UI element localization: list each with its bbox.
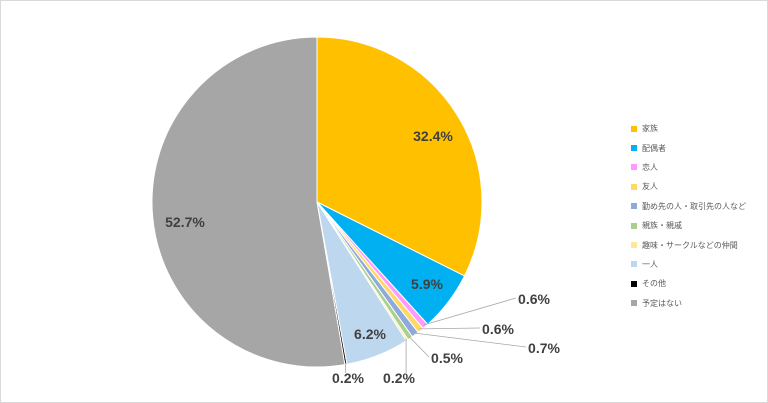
pie-slice: [316, 36, 483, 277]
data-label: 52.7%: [165, 214, 205, 230]
data-label: 0.6%: [482, 321, 514, 337]
legend-swatch: [631, 145, 637, 152]
data-label: 32.4%: [413, 128, 453, 144]
legend-label: 家族: [642, 124, 658, 134]
legend-label: その他: [642, 279, 666, 289]
data-label: 5.9%: [411, 276, 443, 292]
legend-label: 配偶者: [642, 143, 666, 153]
legend-label: 勤め先の人・取引先の人など: [642, 201, 746, 211]
pie-slice: [151, 36, 346, 368]
legend-label: 親族・親戚: [642, 221, 682, 231]
legend: 家族配偶者恋人友人勤め先の人・取引先の人など 親族・親戚趣味・サークルなどの仲間一…: [631, 119, 746, 313]
legend-item: 勤め先の人・取引先の人など: [631, 197, 746, 216]
legend-label: 予定はない: [642, 298, 682, 308]
legend-item: 趣味・サークルなどの仲間: [631, 235, 746, 254]
legend-item: 一人: [631, 255, 746, 274]
legend-item: 配偶者: [631, 138, 746, 157]
data-label: 6.2%: [354, 326, 386, 342]
leader-line: [408, 336, 430, 358]
legend-swatch: [631, 164, 637, 171]
legend-item: その他: [631, 274, 746, 293]
legend-swatch: [631, 183, 637, 190]
legend-swatch: [631, 125, 637, 132]
leader-line: [419, 327, 481, 330]
legend-swatch: [631, 222, 637, 229]
legend-label: 趣味・サークルなどの仲間: [642, 240, 738, 250]
legend-swatch: [631, 242, 637, 249]
legend-swatch: [631, 300, 637, 307]
legend-item: 家族: [631, 119, 746, 138]
data-label: 0.2%: [383, 370, 415, 386]
legend-swatch: [631, 280, 637, 287]
legend-swatch: [631, 261, 637, 268]
data-label: 0.5%: [431, 350, 463, 366]
legend-item: 友人: [631, 177, 746, 196]
data-label: 0.2%: [332, 370, 364, 386]
data-label: 0.7%: [528, 340, 560, 356]
data-label: 0.6%: [518, 291, 550, 307]
legend-label: 恋人: [642, 162, 658, 172]
legend-item: 予定はない: [631, 294, 746, 313]
legend-label: 一人: [642, 259, 658, 269]
leader-line: [413, 332, 527, 348]
leader-line: [423, 297, 517, 326]
legend-label: 友人: [642, 182, 658, 192]
legend-item: 親族・親戚: [631, 216, 746, 235]
legend-item: 恋人: [631, 158, 746, 177]
legend-swatch: [631, 203, 637, 210]
